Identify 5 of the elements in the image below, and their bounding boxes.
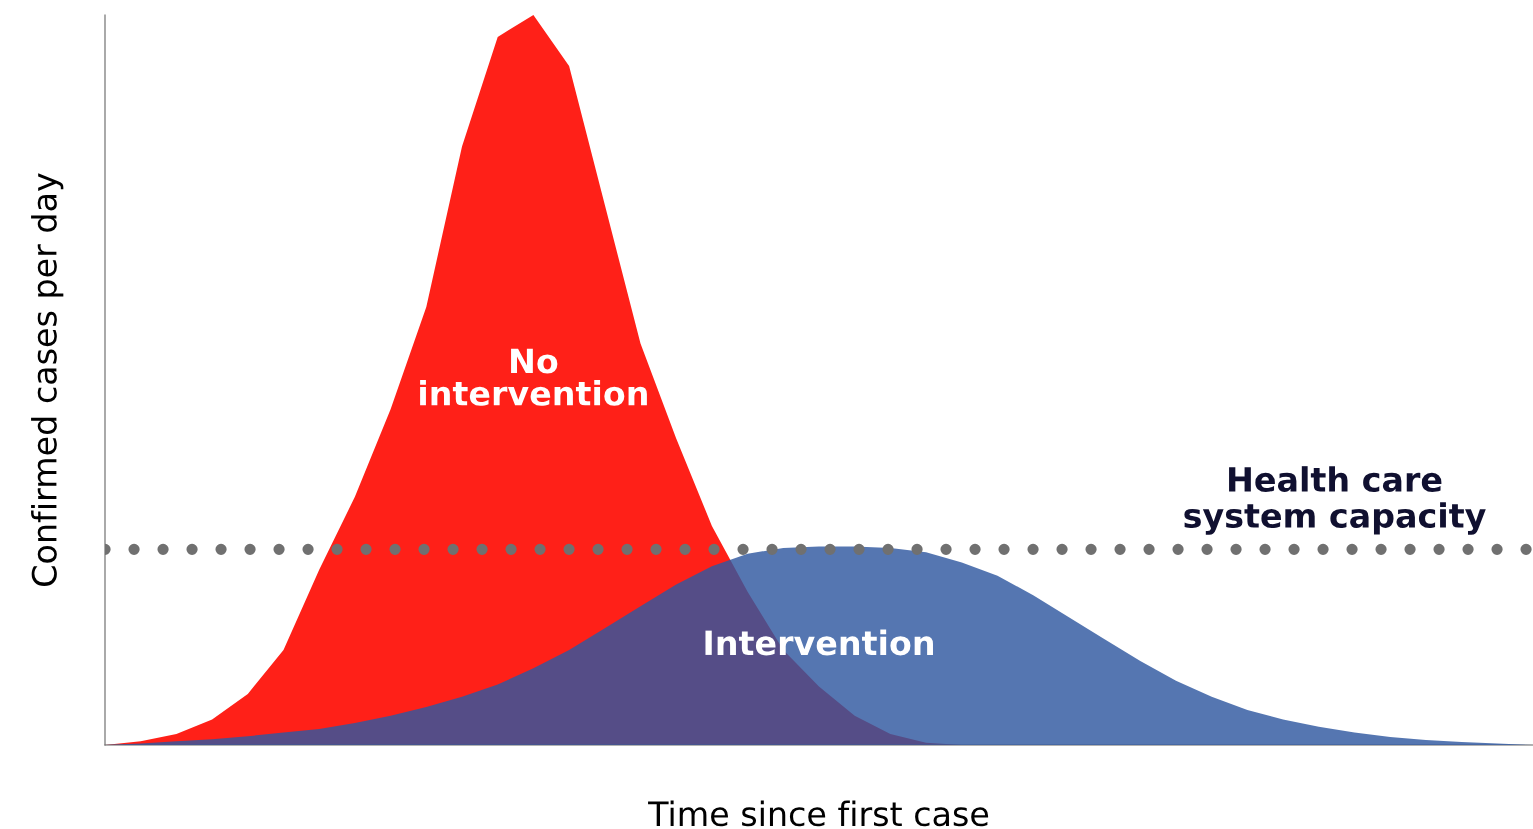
x-axis-title: Time since first case xyxy=(648,800,989,827)
series-label: No intervention xyxy=(420,348,647,406)
ref-line-label: Health care system capacity xyxy=(1184,466,1486,535)
y-axis-title: Confirmed cases per day xyxy=(31,173,64,586)
series-label: Intervention xyxy=(705,629,933,656)
